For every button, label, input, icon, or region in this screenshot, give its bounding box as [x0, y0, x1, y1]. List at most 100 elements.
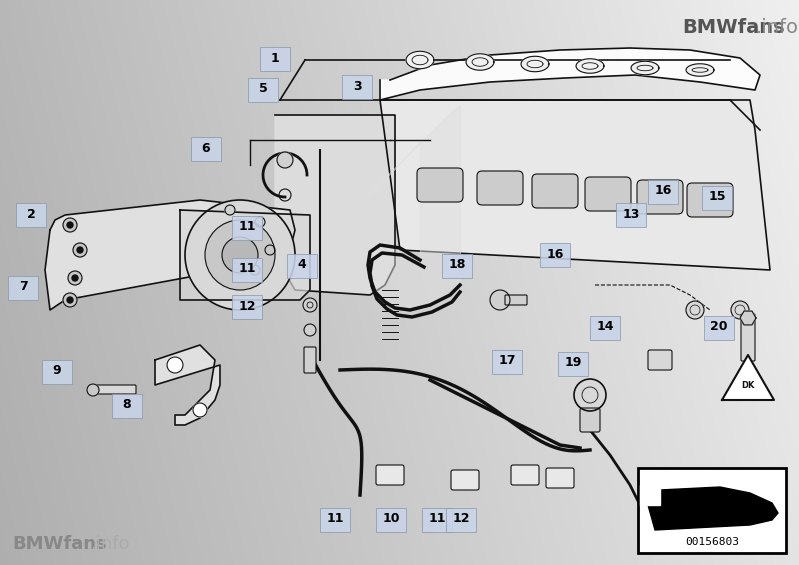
FancyBboxPatch shape: [580, 408, 600, 432]
Text: 16: 16: [654, 185, 672, 198]
Circle shape: [167, 357, 183, 373]
Text: .info: .info: [756, 18, 799, 37]
Polygon shape: [275, 115, 395, 295]
FancyBboxPatch shape: [446, 508, 476, 532]
Text: 17: 17: [499, 354, 515, 367]
FancyBboxPatch shape: [304, 347, 316, 373]
FancyBboxPatch shape: [260, 47, 290, 71]
FancyBboxPatch shape: [637, 180, 683, 214]
Text: 8: 8: [123, 398, 131, 411]
Circle shape: [72, 275, 78, 281]
Polygon shape: [722, 355, 774, 400]
Text: BMWfans: BMWfans: [12, 535, 106, 553]
Text: 4: 4: [297, 259, 306, 272]
FancyBboxPatch shape: [451, 470, 479, 490]
Text: 11: 11: [326, 512, 344, 525]
Text: 20: 20: [710, 320, 728, 333]
Circle shape: [68, 271, 82, 285]
FancyBboxPatch shape: [511, 465, 539, 485]
FancyBboxPatch shape: [505, 295, 527, 305]
FancyBboxPatch shape: [112, 394, 142, 418]
Text: 6: 6: [201, 141, 210, 154]
Text: 12: 12: [452, 512, 470, 525]
FancyBboxPatch shape: [376, 465, 404, 485]
Circle shape: [277, 152, 293, 168]
Circle shape: [63, 218, 77, 232]
FancyBboxPatch shape: [16, 203, 46, 227]
FancyBboxPatch shape: [492, 350, 522, 374]
Text: 7: 7: [18, 280, 27, 293]
FancyBboxPatch shape: [558, 352, 588, 376]
Text: 14: 14: [596, 320, 614, 333]
Polygon shape: [640, 485, 660, 505]
FancyBboxPatch shape: [648, 180, 678, 204]
Text: 00156803: 00156803: [685, 537, 739, 547]
Circle shape: [265, 245, 275, 255]
Polygon shape: [648, 487, 778, 530]
FancyBboxPatch shape: [287, 254, 317, 278]
Text: .info: .info: [90, 535, 129, 553]
Text: 19: 19: [564, 357, 582, 370]
FancyBboxPatch shape: [741, 314, 755, 361]
FancyBboxPatch shape: [702, 186, 732, 210]
Circle shape: [67, 222, 73, 228]
FancyBboxPatch shape: [191, 137, 221, 161]
FancyBboxPatch shape: [585, 177, 631, 211]
FancyBboxPatch shape: [616, 203, 646, 227]
Polygon shape: [686, 64, 714, 76]
Text: 1: 1: [271, 51, 280, 64]
FancyBboxPatch shape: [590, 316, 620, 340]
FancyBboxPatch shape: [42, 360, 72, 384]
FancyBboxPatch shape: [540, 243, 570, 267]
Circle shape: [686, 301, 704, 319]
Circle shape: [303, 298, 317, 312]
Text: 2: 2: [26, 207, 35, 220]
Text: 12: 12: [238, 299, 256, 312]
Polygon shape: [45, 200, 295, 310]
FancyBboxPatch shape: [417, 168, 463, 202]
Circle shape: [225, 205, 235, 215]
Circle shape: [87, 384, 99, 396]
Circle shape: [193, 403, 207, 417]
Polygon shape: [406, 51, 434, 69]
Text: 11: 11: [238, 263, 256, 276]
Text: 11: 11: [428, 512, 446, 525]
Circle shape: [63, 293, 77, 307]
Polygon shape: [466, 54, 494, 70]
Circle shape: [77, 247, 83, 253]
FancyBboxPatch shape: [232, 295, 262, 319]
Text: BMWfans: BMWfans: [682, 18, 785, 37]
Text: 10: 10: [382, 512, 400, 525]
FancyBboxPatch shape: [648, 350, 672, 370]
Polygon shape: [155, 345, 220, 425]
FancyBboxPatch shape: [442, 254, 472, 278]
Text: 3: 3: [352, 80, 361, 93]
Text: 13: 13: [622, 207, 640, 220]
FancyBboxPatch shape: [320, 508, 350, 532]
FancyBboxPatch shape: [704, 316, 734, 340]
Polygon shape: [740, 311, 756, 325]
Circle shape: [490, 290, 510, 310]
Text: DK: DK: [741, 380, 755, 389]
Text: 5: 5: [259, 82, 268, 95]
Text: 11: 11: [238, 220, 256, 233]
Polygon shape: [576, 59, 604, 73]
FancyBboxPatch shape: [477, 171, 523, 205]
Circle shape: [73, 243, 87, 257]
Polygon shape: [180, 210, 310, 300]
Text: 16: 16: [547, 247, 563, 260]
Circle shape: [304, 324, 316, 336]
Polygon shape: [640, 487, 660, 503]
Text: 15: 15: [708, 190, 725, 203]
Polygon shape: [380, 48, 760, 100]
FancyBboxPatch shape: [248, 78, 278, 102]
FancyBboxPatch shape: [376, 508, 406, 532]
Circle shape: [250, 265, 260, 275]
FancyBboxPatch shape: [232, 258, 262, 282]
Text: 9: 9: [53, 364, 62, 377]
Polygon shape: [521, 56, 549, 72]
Circle shape: [205, 220, 275, 290]
FancyBboxPatch shape: [342, 75, 372, 99]
Text: 18: 18: [448, 259, 466, 272]
Circle shape: [185, 200, 295, 310]
